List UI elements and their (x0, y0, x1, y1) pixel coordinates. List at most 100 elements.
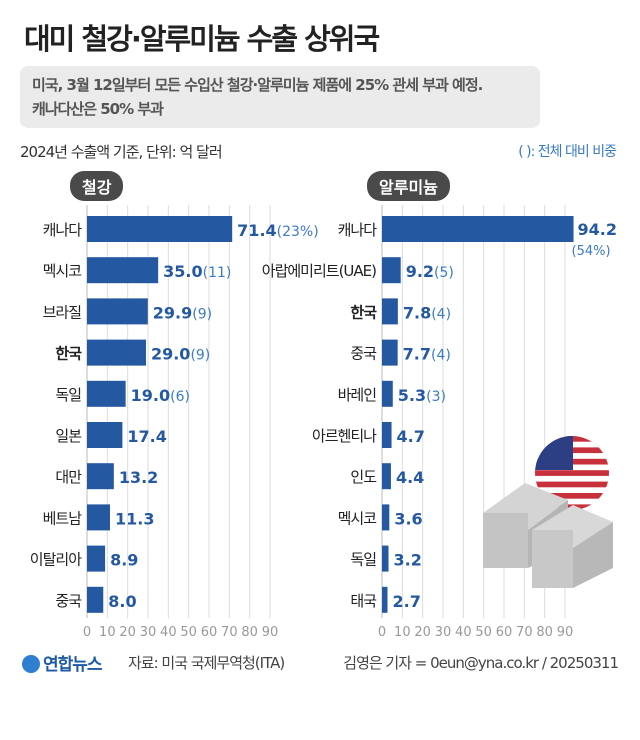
bar (87, 257, 159, 284)
value-label: 7.7(4) (403, 345, 451, 364)
category-label: 베트남 (43, 509, 83, 527)
note-line-2: 캐나다산은 50% 부과 (32, 100, 164, 118)
category-label: 바레인 (338, 386, 377, 404)
value-label: 8.9 (110, 551, 138, 570)
category-label: 중국 (350, 345, 377, 363)
steel-title: 철강 (70, 171, 124, 201)
value-label: 3.2 (394, 551, 422, 570)
value-label: 94.2 (578, 220, 617, 239)
share-label: (9) (190, 348, 210, 364)
source-text: 자료: 미국 국제무역청(ITA) (128, 654, 285, 672)
value-label: 7.8(4) (403, 303, 451, 322)
bar (382, 586, 388, 613)
share-label: (23%) (277, 224, 319, 240)
share-label: (9) (192, 306, 212, 322)
x-tick-label: 10 (99, 625, 116, 640)
container-icon (532, 505, 613, 588)
yonhap-logo: 연합뉴스 (22, 650, 103, 675)
logo-text: 연합뉴스 (43, 655, 103, 675)
share-label: (54%) (572, 244, 611, 259)
share-legend: ( ): 전체 대비 비중 (518, 144, 617, 160)
value-label: 2.7 (392, 592, 420, 611)
value-label: 11.3 (115, 509, 154, 528)
category-label: 멕시코 (43, 262, 82, 280)
x-tick-label: 80 (241, 625, 258, 640)
share-label: (4) (431, 306, 451, 322)
bar (87, 422, 123, 448)
bar (87, 504, 110, 531)
x-tick-label: 0 (83, 625, 91, 640)
x-tick-label: 40 (160, 625, 177, 640)
bar (382, 216, 574, 242)
bar (87, 298, 148, 325)
bar (382, 422, 392, 448)
bar (382, 463, 391, 490)
value-label: 3.6 (394, 509, 422, 528)
page-title: 대미 철강·알루미늄 수출 상위국 (24, 22, 380, 56)
value-label: 29.0(9) (151, 345, 210, 364)
bar (87, 586, 104, 613)
share-label: (11) (203, 265, 232, 281)
bar (87, 545, 106, 572)
bar (87, 380, 126, 407)
x-tick-label: 90 (557, 625, 574, 640)
x-tick-label: 60 (201, 625, 218, 640)
value-label: 29.9(9) (153, 303, 212, 322)
value-label: 9.2(5) (406, 262, 454, 281)
category-label: 캐나다 (338, 221, 378, 239)
value-label: 71.4(23%) (237, 221, 319, 240)
category-label: 이탈리아 (30, 551, 82, 569)
logo-icon (22, 655, 40, 673)
x-tick-label: 70 (516, 625, 533, 640)
category-label: 브라질 (43, 303, 82, 321)
category-label: 멕시코 (338, 509, 377, 527)
category-label: 대만 (55, 468, 82, 486)
category-label: 인도 (350, 468, 377, 486)
share-label: (3) (426, 389, 446, 405)
share-label: (6) (170, 389, 190, 405)
x-tick-label: 40 (455, 625, 472, 640)
bar (87, 339, 146, 366)
value-label: 5.3(3) (398, 386, 446, 405)
x-tick-label: 10 (394, 625, 411, 640)
chart-0: 0 10 20 30 40 50 60 70 80 90 캐나다 71.4(23%) 멕시코 35.0(1… (30, 205, 319, 640)
unit-label: 2024년 수출액 기준, 단위: 억 달러 (20, 143, 223, 161)
bar (382, 504, 390, 531)
x-tick-label: 70 (221, 625, 238, 640)
x-tick-label: 80 (536, 625, 553, 640)
category-label: 아르헨티나 (312, 427, 377, 445)
x-tick-label: 20 (414, 625, 431, 640)
aluminum-title: 알루미늄 (367, 171, 450, 201)
category-label: 태국 (350, 592, 377, 610)
bar (382, 380, 393, 407)
note-line-1: 미국, 3월 12일부터 모든 수입산 철강·알루미늄 제품에 25% 관세 부… (32, 76, 483, 94)
category-label: 한국 (55, 345, 82, 363)
category-label: 아랍에미리트(UAE) (262, 262, 376, 280)
bar (382, 339, 398, 366)
chart-1: 0 10 20 30 40 50 60 70 80 90 캐나다 94.2 (54%) 아랍에미리트(UA… (262, 205, 617, 640)
category-label: 독일 (350, 551, 376, 569)
bar (382, 298, 398, 325)
value-label: 17.4 (127, 427, 166, 446)
x-tick-label: 50 (180, 625, 197, 640)
bar (382, 545, 389, 572)
x-tick-label: 0 (378, 625, 386, 640)
value-label: 4.7 (397, 427, 425, 446)
category-label: 캐나다 (43, 221, 83, 239)
value-label: 4.4 (396, 468, 424, 487)
bar (87, 216, 233, 242)
bar (87, 463, 114, 490)
category-label: 중국 (55, 592, 82, 610)
share-label: (5) (434, 265, 454, 281)
x-tick-label: 90 (262, 625, 279, 640)
x-tick-label: 60 (496, 625, 513, 640)
x-tick-label: 30 (140, 625, 157, 640)
category-label: 독일 (55, 386, 81, 404)
value-label: 35.0(11) (163, 262, 231, 281)
category-label: 한국 (350, 303, 377, 321)
credit-text: 김영은 기자 = 0eun@yna.co.kr / 20250311 (343, 654, 619, 672)
containers-illustration (483, 436, 613, 588)
value-label: 13.2 (119, 468, 158, 487)
